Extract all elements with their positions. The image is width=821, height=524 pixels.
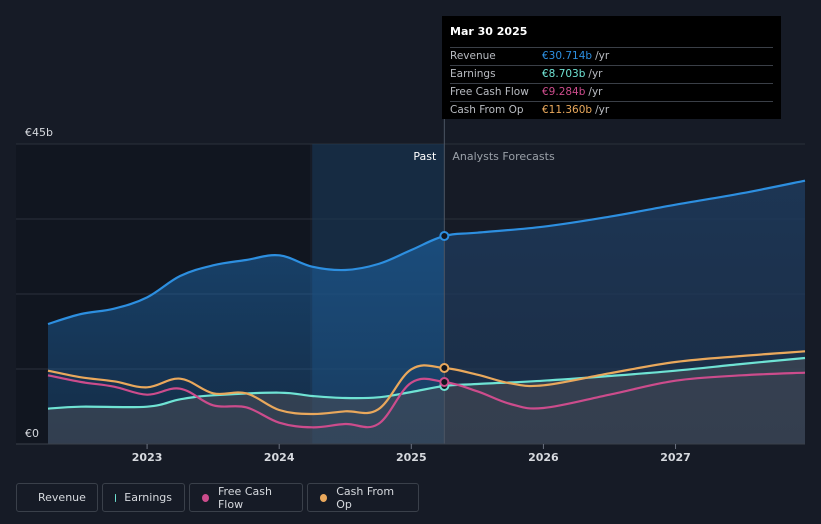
tooltip-value: €9.284b xyxy=(542,86,586,98)
legend-label: Earnings xyxy=(124,491,172,504)
area-layer xyxy=(48,180,805,444)
legend-item-cash-from-op[interactable]: Cash From Op xyxy=(307,483,419,512)
tooltip-row-fcf: Free Cash Flow €9.284b /yr xyxy=(450,83,773,101)
tooltip-value: €8.703b xyxy=(542,68,586,80)
legend-item-earnings[interactable]: Earnings xyxy=(102,483,185,512)
x-tick-label: 2027 xyxy=(660,451,691,464)
legend-dot-icon xyxy=(320,493,328,502)
legend-label: Cash From Op xyxy=(336,484,395,511)
tooltip-unit: /yr xyxy=(588,68,603,80)
tooltip-unit: /yr xyxy=(595,50,610,62)
x-tick-label: 2023 xyxy=(132,451,163,464)
y-axis-top-label: €45b xyxy=(25,126,53,139)
x-tick-label: 2026 xyxy=(528,451,559,464)
revenue-line xyxy=(47,179,806,326)
hover-tooltip: Mar 30 2025 Revenue €30.714b /yr Earning… xyxy=(442,16,781,119)
line-layer xyxy=(47,179,806,429)
x-tick-label: 2024 xyxy=(264,451,295,464)
tooltip-label: Revenue xyxy=(450,50,496,62)
cfo-marker xyxy=(439,363,450,373)
hover-markers xyxy=(439,231,450,391)
tooltip-date: Mar 30 2025 xyxy=(450,25,528,38)
x-tick-label: 2025 xyxy=(396,451,427,464)
x-axis: 2023 2024 2025 2026 2027 xyxy=(16,443,805,464)
legend-label: Free Cash Flow xyxy=(217,484,272,511)
earnings-line xyxy=(47,356,806,410)
tooltip-value: €11.360b xyxy=(542,104,593,116)
tooltip-unit: /yr xyxy=(595,104,610,116)
legend-label: Revenue xyxy=(38,491,86,504)
forecast-label: Analysts Forecasts xyxy=(452,150,555,163)
tooltip-row-earnings: Earnings €8.703b /yr xyxy=(450,65,773,83)
fcf-marker xyxy=(439,377,450,387)
tooltip-label: Earnings xyxy=(450,68,496,80)
tooltip-row-revenue: Revenue €30.714b /yr xyxy=(450,47,773,65)
legend-item-free-cash-flow[interactable]: Free Cash Flow xyxy=(189,483,303,512)
legend-dot-icon xyxy=(202,493,209,502)
tooltip-label: Cash From Op xyxy=(450,104,524,116)
past-label: Past xyxy=(413,150,437,163)
legend: Revenue Earnings Free Cash Flow Cash Fro… xyxy=(16,483,419,512)
tooltip-label: Free Cash Flow xyxy=(450,86,529,98)
tooltip-unit: /yr xyxy=(588,86,603,98)
cfo-line xyxy=(47,350,806,416)
tooltip-value: €30.714b xyxy=(542,50,593,62)
y-axis-bottom-label: €0 xyxy=(25,427,39,440)
fcf-line xyxy=(47,371,806,429)
revenue-area-past xyxy=(48,235,445,444)
revenue-marker xyxy=(439,231,450,241)
earnings-area xyxy=(48,358,805,444)
tooltip-row-cfo: Cash From Op €11.360b /yr xyxy=(450,101,773,119)
legend-item-revenue[interactable]: Revenue xyxy=(16,483,98,512)
